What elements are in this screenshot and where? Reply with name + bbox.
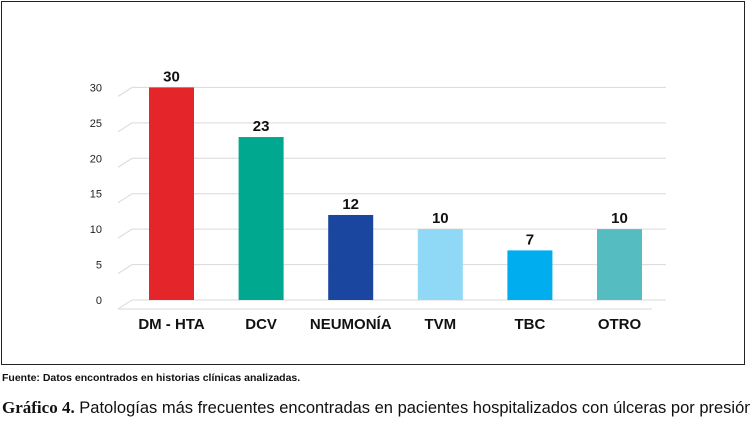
x-tick-label: TVM xyxy=(424,316,456,333)
source-note: Fuente: Datos encontrados en historias c… xyxy=(2,372,301,384)
gridline-depth xyxy=(117,264,133,274)
gridline-depth xyxy=(117,157,133,168)
gridline-depth xyxy=(117,228,133,239)
chart-frame: 0 5 10 15 20 25 30 30 DM - HTA 23 DCV 12 NEUMONÍA 10 T… xyxy=(1,1,745,365)
y-tick-label: 25 xyxy=(90,118,102,130)
x-tick-label: DCV xyxy=(245,316,277,333)
x-tick-label: TBC xyxy=(514,316,545,333)
bar xyxy=(417,229,463,300)
bar xyxy=(328,214,374,300)
bar xyxy=(149,87,194,300)
y-tick-label: 10 xyxy=(90,224,102,236)
figure-caption: Gráfico 4. Patologías más frecuentes enc… xyxy=(2,398,750,418)
x-tick-label: NEUMONÍA xyxy=(310,316,392,333)
bar xyxy=(507,250,553,300)
data-label: 10 xyxy=(611,210,628,227)
data-label: 12 xyxy=(342,196,359,213)
bar-chart: 0 5 10 15 20 25 30 30 DM - HTA 23 DCV 12 NEUMONÍA 10 T… xyxy=(90,68,666,333)
gridline-depth xyxy=(117,87,133,97)
y-tick-label: 30 xyxy=(90,82,102,94)
data-label: 10 xyxy=(432,210,449,227)
data-label: 23 xyxy=(253,118,270,135)
data-label: 7 xyxy=(526,231,534,248)
y-tick-label: 20 xyxy=(90,153,102,165)
x-tick-label: OTRO xyxy=(598,316,642,333)
caption-label: Gráfico 4. xyxy=(2,398,75,417)
gridline-depth xyxy=(117,299,133,310)
gridline-depth xyxy=(117,193,133,204)
y-tick-label: 5 xyxy=(96,260,102,272)
x-tick-label: DM - HTA xyxy=(138,316,205,333)
caption-text: Patologías más frecuentes encontradas en… xyxy=(74,399,750,417)
data-label: 30 xyxy=(163,68,180,85)
y-tick-label: 15 xyxy=(90,189,102,201)
bar xyxy=(238,137,284,300)
bar xyxy=(597,229,642,300)
y-tick-label: 0 xyxy=(96,295,102,307)
gridline-depth xyxy=(117,122,133,133)
